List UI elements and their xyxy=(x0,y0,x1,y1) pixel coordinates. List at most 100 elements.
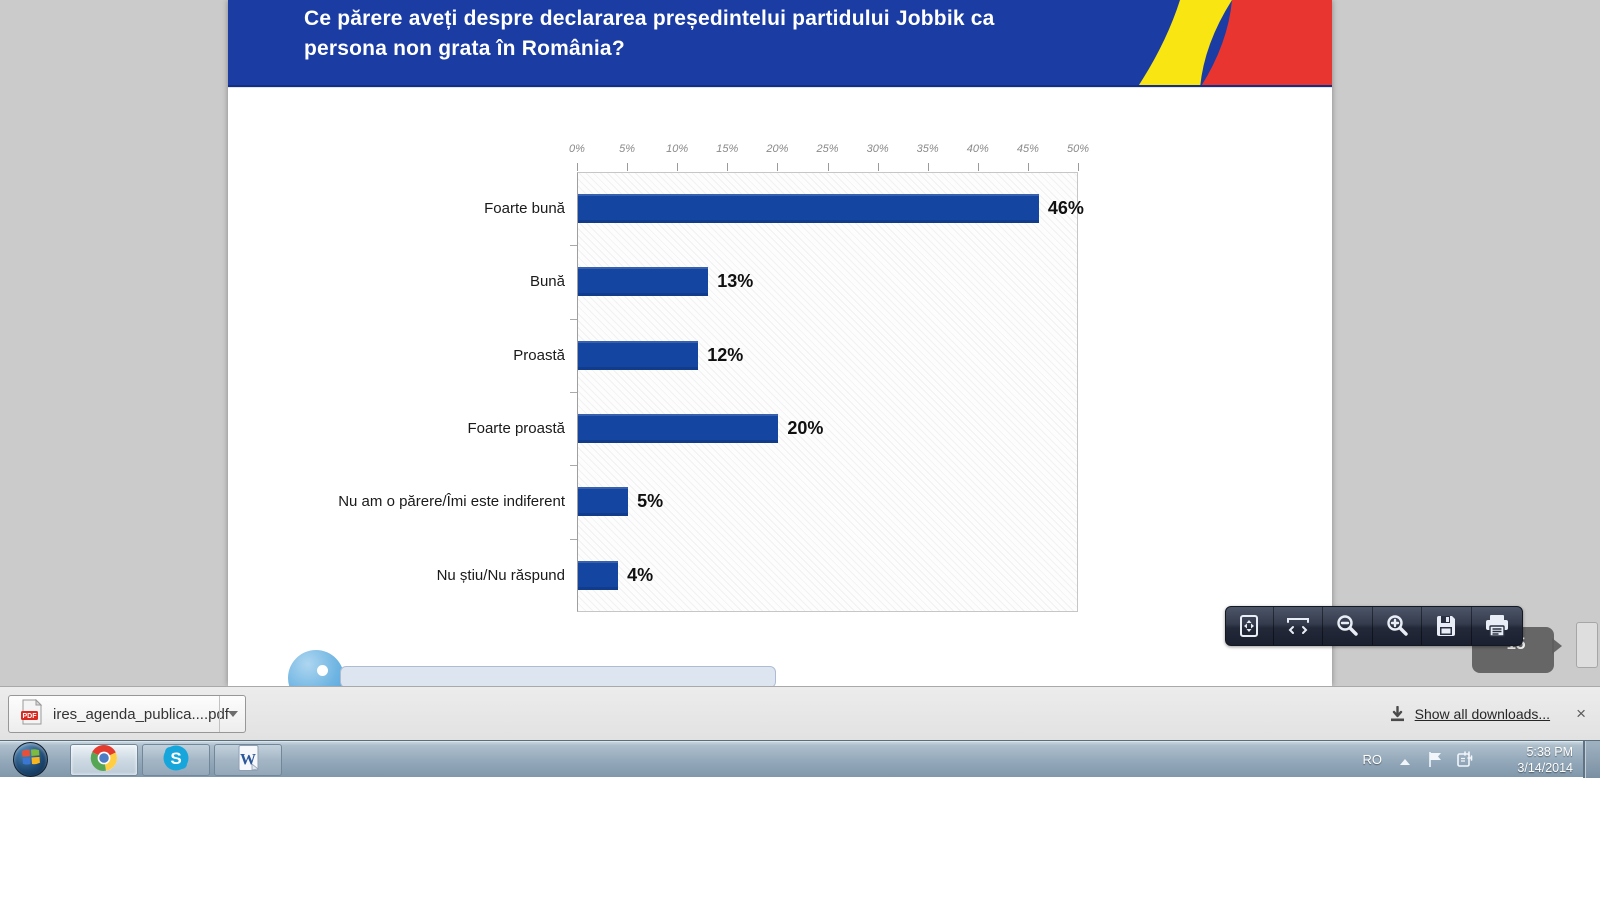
print-button[interactable] xyxy=(1472,607,1523,645)
pdf-viewer-area: Ce părere aveți despre declararea președ… xyxy=(0,0,1600,686)
skype-icon: S xyxy=(162,744,190,777)
x-axis-tick-mark xyxy=(777,163,779,171)
x-axis-tick-label: 20% xyxy=(766,143,789,155)
value-label: 13% xyxy=(717,271,754,292)
bar-segment xyxy=(578,267,709,297)
x-axis-tick-label: 35% xyxy=(916,143,939,155)
clock-time: 5:38 PM xyxy=(1526,744,1573,759)
word-icon: W xyxy=(234,744,262,777)
downloads-bar-right: Show all downloads... × xyxy=(1390,687,1586,741)
x-axis-tick-mark xyxy=(677,163,679,171)
system-tray: RO 5:38 PM 3/14/2014 xyxy=(1363,741,1600,778)
download-tray-icon xyxy=(1390,706,1405,722)
y-axis-tick-mark xyxy=(570,538,577,540)
downloads-bar: PDF ires_agenda_publica....pdf Show all … xyxy=(0,686,1600,740)
zoom-in-button[interactable] xyxy=(1373,607,1422,645)
zoom-out-icon xyxy=(1334,613,1360,639)
start-button[interactable] xyxy=(13,742,48,777)
pdf-file-icon: PDF xyxy=(21,698,43,730)
zoom-in-icon xyxy=(1384,613,1410,639)
x-axis-tick-mark xyxy=(627,163,629,171)
taskbar-item-chrome[interactable] xyxy=(70,744,138,776)
save-button[interactable] xyxy=(1422,607,1472,645)
action-center-flag-icon[interactable] xyxy=(1426,750,1445,769)
category-label: Bună xyxy=(529,273,565,291)
power-plug-icon[interactable] xyxy=(1455,750,1475,769)
scrollbar-thumb[interactable] xyxy=(1576,622,1598,668)
clock[interactable]: 5:38 PM 3/14/2014 xyxy=(1495,744,1573,776)
value-label: 20% xyxy=(787,418,824,438)
category-label: Proastă xyxy=(513,346,565,364)
x-axis-tick-label: 50% xyxy=(1066,143,1090,155)
x-axis-tick-mark xyxy=(977,163,979,171)
chrome-icon xyxy=(90,744,118,777)
category-label: Nu știu/Nu răspund xyxy=(436,566,565,584)
print-icon xyxy=(1483,613,1511,639)
x-axis-tick-label: 10% xyxy=(666,143,689,155)
x-axis-tick-mark xyxy=(577,163,578,171)
fit-page-button[interactable] xyxy=(1226,607,1274,645)
svg-text:S: S xyxy=(170,749,181,768)
page-indicator-tail xyxy=(1552,638,1570,654)
x-axis-tick-mark xyxy=(1078,163,1079,171)
y-axis-tick-mark xyxy=(570,318,577,320)
bar-segment xyxy=(578,194,1039,223)
taskbar-item-word[interactable]: W xyxy=(214,744,282,776)
value-label: 12% xyxy=(707,344,744,365)
fit-page-icon xyxy=(1237,613,1261,639)
fit-width-icon xyxy=(1285,613,1311,639)
slide-header: Ce părere aveți despre declararea președ… xyxy=(228,0,1332,88)
x-axis-tick-label: 15% xyxy=(716,143,739,155)
info-icon-dot xyxy=(317,664,329,676)
pdf-toolbar xyxy=(1225,606,1523,646)
category-label: Nu am o părere/Îmi este indiferent xyxy=(338,493,565,511)
bar-chart: 0% 5% 10% 15% 20% 25% 30% 35% 40% 45% 50% Foarte bu… xyxy=(228,0,1332,686)
info-banner xyxy=(340,666,776,686)
language-indicator[interactable]: RO xyxy=(1362,752,1383,767)
x-axis-tick-mark xyxy=(927,163,929,171)
category-label: Foarte bună xyxy=(484,200,565,217)
zoom-out-button[interactable] xyxy=(1323,607,1373,645)
show-hidden-icons-button[interactable] xyxy=(1400,754,1410,765)
x-axis-tick-mark xyxy=(827,163,829,171)
x-axis-tick-label: 40% xyxy=(966,143,989,155)
x-axis-tick-label: 25% xyxy=(816,143,839,155)
svg-text:W: W xyxy=(240,751,256,768)
x-axis-tick-mark xyxy=(727,163,729,171)
x-axis-tick-mark xyxy=(1027,163,1029,171)
download-item[interactable]: PDF ires_agenda_publica....pdf xyxy=(8,695,246,733)
show-desktop-button[interactable] xyxy=(1583,741,1600,778)
clock-date: 3/14/2014 xyxy=(1517,760,1573,775)
slide-title-line1: Ce părere aveți despre declararea președ… xyxy=(304,7,995,30)
romanian-flag-decoration xyxy=(228,0,1332,87)
x-axis-tick-label: 0% xyxy=(569,143,585,155)
taskbar: S W RO xyxy=(0,740,1600,778)
show-all-downloads-link[interactable]: Show all downloads... xyxy=(1414,706,1551,722)
y-axis-tick-mark xyxy=(570,245,577,247)
bar-segment xyxy=(578,414,779,443)
close-icon[interactable]: × xyxy=(1576,704,1586,723)
download-filename: ires_agenda_publica....pdf xyxy=(53,705,229,723)
download-item-menu-button[interactable] xyxy=(219,696,245,732)
value-label: 46% xyxy=(1047,198,1084,218)
x-axis-tick-mark xyxy=(877,163,879,171)
chevron-down-icon xyxy=(227,711,238,722)
svg-text:PDF: PDF xyxy=(23,713,38,720)
save-icon xyxy=(1433,613,1459,639)
taskbar-item-skype[interactable]: S xyxy=(142,744,210,776)
bar-segment xyxy=(578,487,629,517)
x-axis-tick-label: 45% xyxy=(1016,143,1039,155)
x-axis-tick-label: 5% xyxy=(619,143,636,155)
value-label: 5% xyxy=(637,491,664,512)
fit-width-button[interactable] xyxy=(1274,607,1323,645)
slide-title: Ce părere aveți despre declararea președ… xyxy=(304,4,1134,64)
bar-segment xyxy=(578,340,699,370)
x-axis-tick-label: 30% xyxy=(866,143,889,155)
value-label: 4% xyxy=(627,564,654,585)
windows-logo-icon xyxy=(21,747,41,772)
slide-title-line2: persona non grata în România? xyxy=(304,37,625,60)
chart-plot-area xyxy=(577,172,1078,612)
bar-segment xyxy=(578,560,619,590)
y-axis-tick-mark xyxy=(570,392,577,393)
pdf-page: Ce părere aveți despre declararea președ… xyxy=(228,0,1332,686)
